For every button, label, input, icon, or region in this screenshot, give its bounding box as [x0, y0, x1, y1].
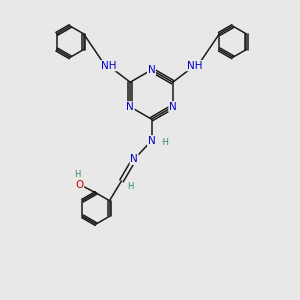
Text: N: N	[148, 136, 155, 146]
Text: O: O	[75, 179, 84, 190]
Text: N: N	[148, 65, 155, 75]
Text: ·H: ·H	[160, 138, 169, 147]
Text: H: H	[74, 170, 80, 179]
Text: N: N	[126, 102, 134, 112]
Text: N: N	[130, 154, 138, 164]
Text: N: N	[169, 102, 177, 112]
Text: NH: NH	[101, 61, 116, 71]
Text: NH: NH	[187, 61, 202, 71]
Text: H: H	[127, 182, 133, 191]
